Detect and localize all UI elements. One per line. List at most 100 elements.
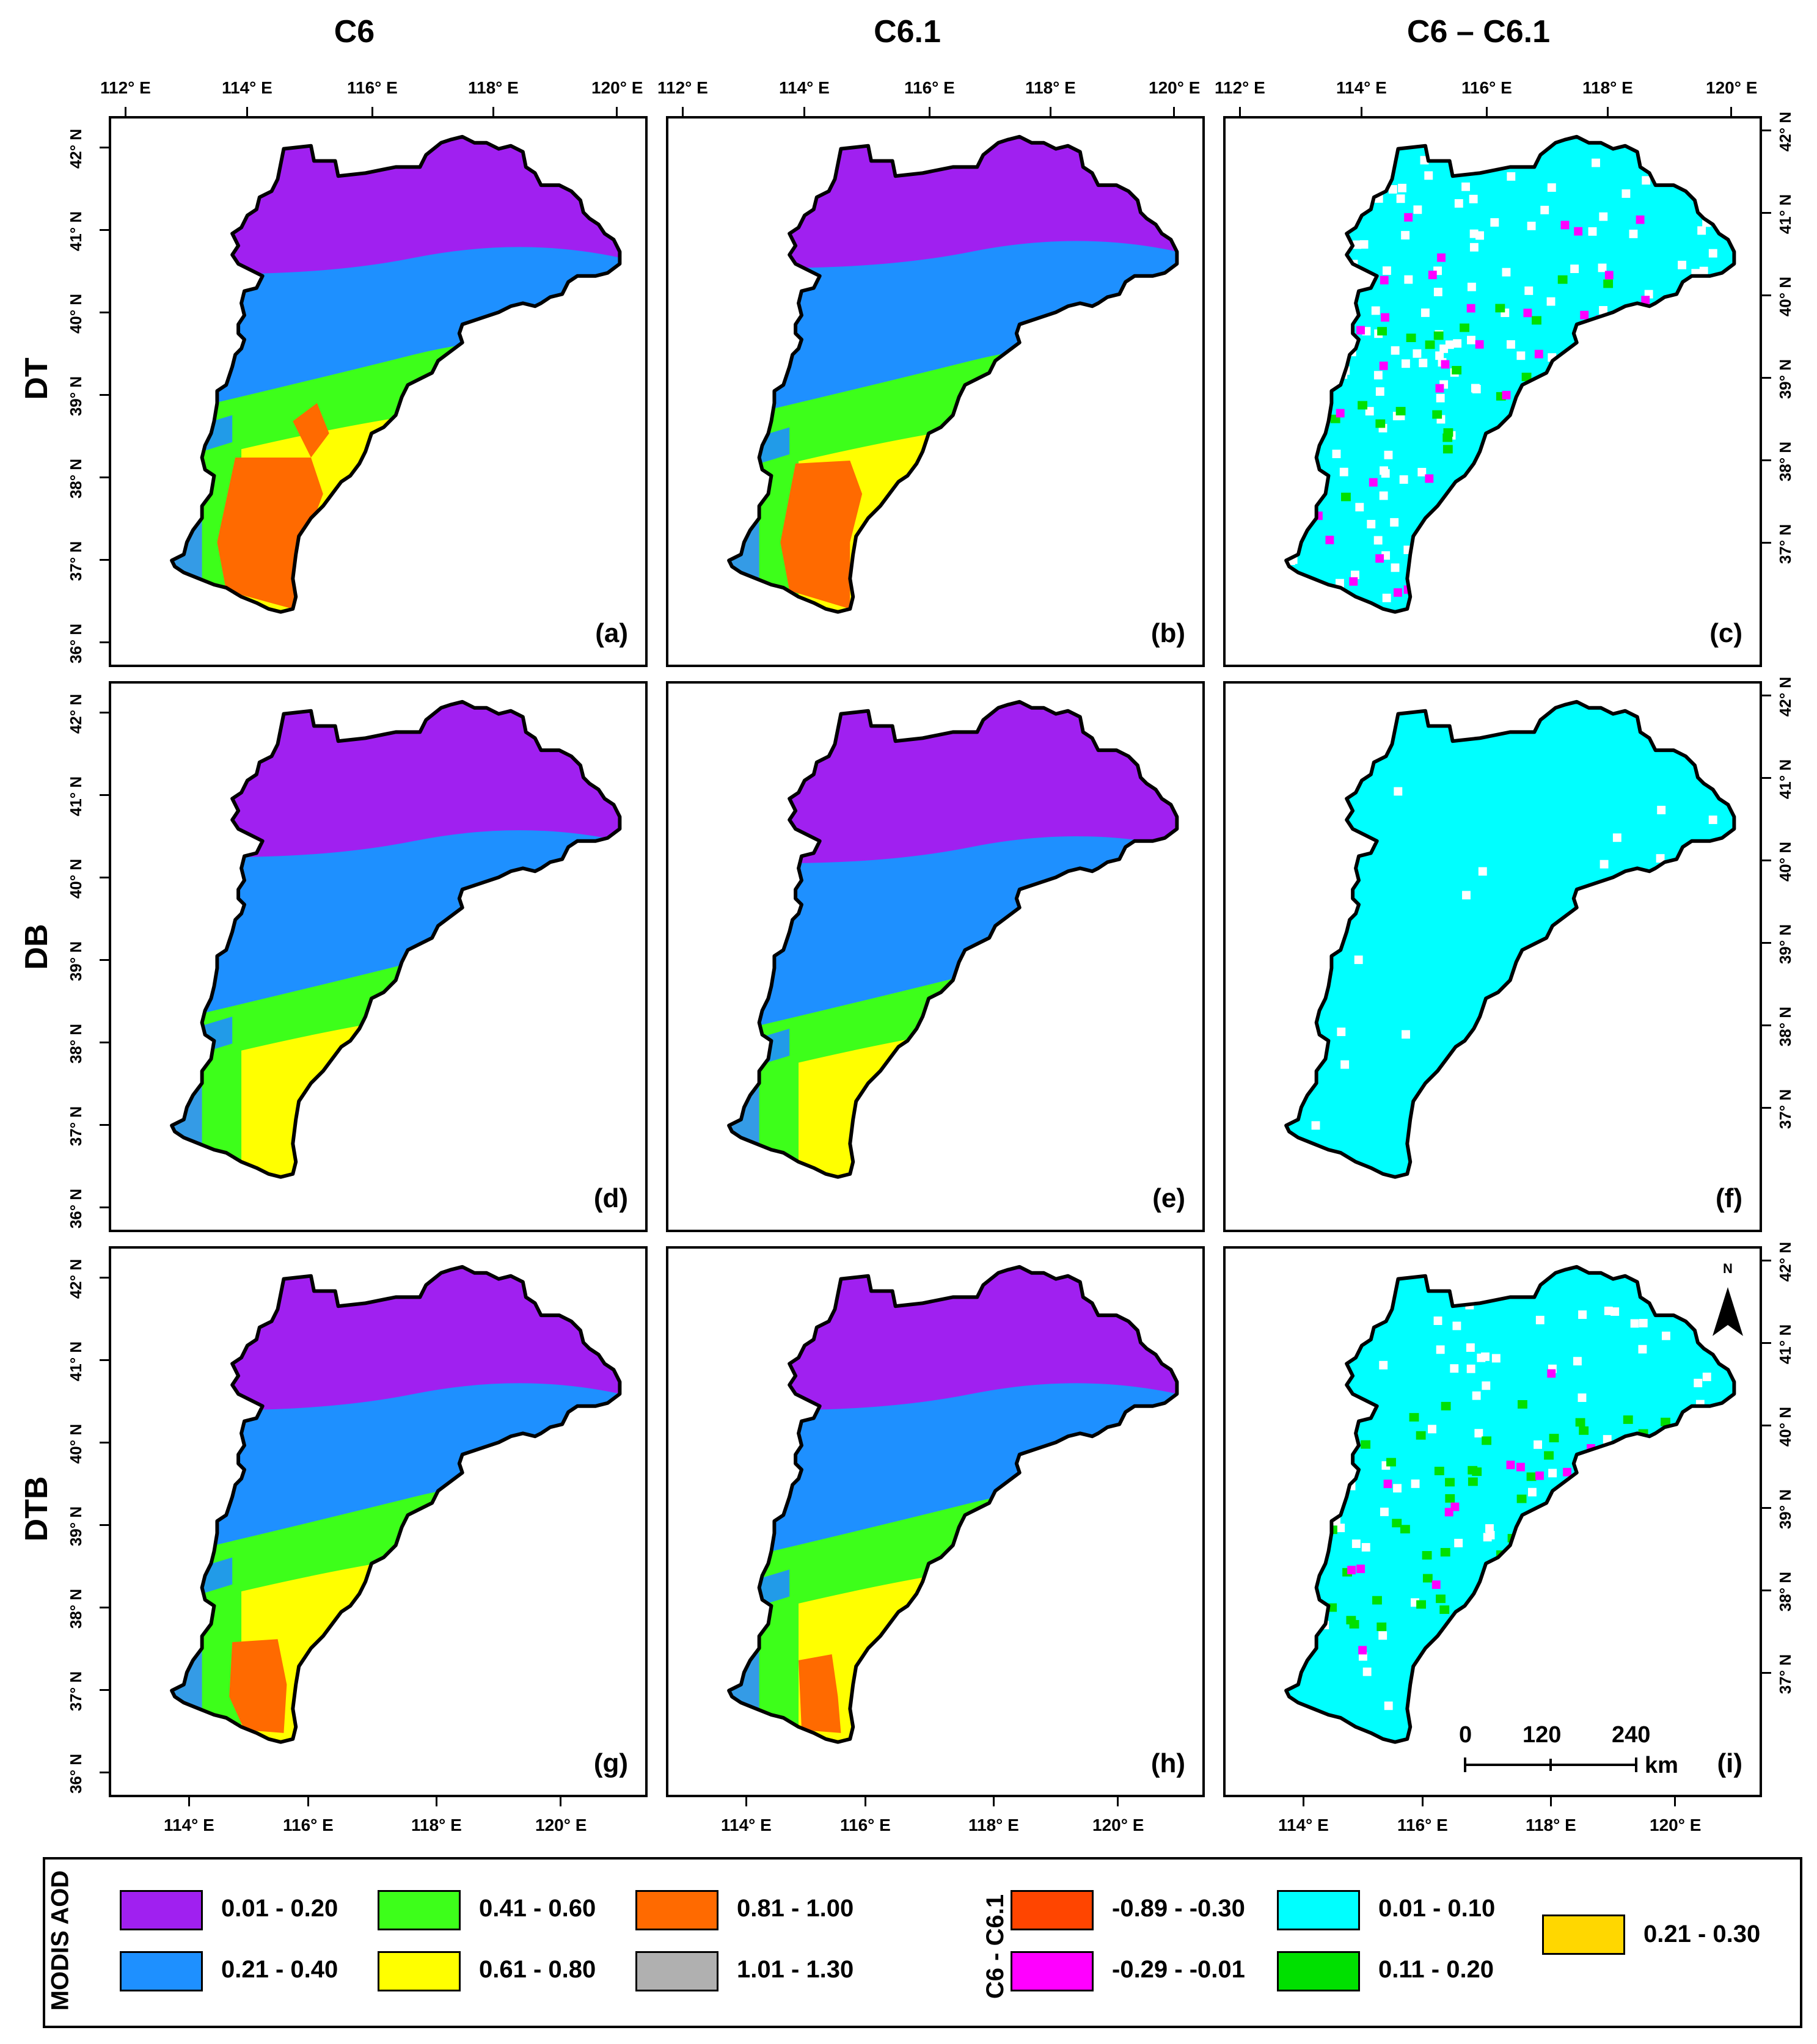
- nodata-pixel: [1592, 158, 1600, 167]
- diff-pixel-green: [1557, 275, 1568, 284]
- diff-pixel-green: [1432, 410, 1442, 419]
- diff-pixel-magenta: [1641, 296, 1650, 305]
- lon-tick-bottom-2-2: 118° E: [1526, 1816, 1576, 1834]
- diff-pixel-magenta: [1466, 304, 1475, 313]
- diff-pixel-magenta: [1560, 221, 1570, 230]
- nodata-pixel: [1641, 326, 1650, 335]
- lat-tick-left-1-4: 40° N: [67, 858, 86, 899]
- lat-tick-left-0-3: 39° N: [67, 376, 86, 417]
- nodata-pixel: [1332, 450, 1341, 459]
- legend-swatch-aod-2: [120, 1951, 203, 1991]
- aod-highest-zone: [1007, 393, 1023, 412]
- nodata-pixel: [1416, 532, 1425, 541]
- nodata-pixel: [1382, 266, 1391, 275]
- lon-tick-top-0-0: 112° E: [100, 78, 151, 97]
- nodata-pixel: [1445, 340, 1454, 349]
- lon-tickmark-top-2-4: [1730, 107, 1732, 116]
- diff-pixel-magenta: [1430, 573, 1439, 582]
- scale-label-120: 120: [1523, 1722, 1562, 1748]
- legend-swatch-diff-2: [1011, 1951, 1094, 1991]
- diff-pixel-green: [1629, 489, 1639, 498]
- nodata-pixel: [1598, 263, 1607, 272]
- nodata-pixel: [1606, 319, 1615, 328]
- diff-pixel-green: [1416, 1600, 1426, 1609]
- nodata-pixel: [1350, 750, 1359, 759]
- aod-high-zone: [799, 1654, 841, 1733]
- nodata-pixel: [1404, 275, 1413, 284]
- lat-tick-left-0-1: 37° N: [67, 541, 86, 582]
- nodata-pixel: [1340, 1060, 1350, 1069]
- nodata-pixel: [1467, 335, 1475, 345]
- nodata-pixel: [1599, 1087, 1609, 1097]
- nodata-pixel: [1436, 1345, 1445, 1354]
- nodata-pixel: [1375, 387, 1384, 396]
- diff-pixel-green: [1406, 334, 1416, 342]
- lat-tick-right-0-6: 42° N: [1776, 111, 1795, 152]
- lon-tick-top-1-3: 118° E: [1025, 78, 1076, 97]
- diff-pixel-magenta: [1413, 1709, 1422, 1718]
- lat-tick-left-1-0: 36° N: [67, 1188, 86, 1229]
- nodata-pixel: [1714, 976, 1724, 985]
- nodata-pixel: [1388, 184, 1397, 194]
- lon-tick-bottom-2-1: 116° E: [1397, 1816, 1448, 1834]
- region-outline: [1284, 134, 1736, 614]
- diff-pixel-magenta: [1523, 308, 1532, 318]
- nodata-pixel: [1535, 1315, 1545, 1324]
- lat-tickmark-right-2-6: [1762, 1260, 1771, 1261]
- nodata-pixel: [1474, 1429, 1483, 1438]
- lat-tickmark-right-2-5: [1762, 1342, 1771, 1344]
- diff-pixel-green: [1679, 1429, 1689, 1438]
- nodata-pixel: [1289, 159, 1298, 169]
- lat-tick-left-0-6: 42° N: [67, 128, 86, 169]
- nodata-pixel: [1683, 1502, 1692, 1511]
- lat-tickmark-left-0-4: [100, 312, 109, 313]
- nodata-pixel: [1527, 221, 1536, 230]
- nodata-pixel: [1684, 1638, 1693, 1648]
- nodata-pixel: [1315, 1164, 1324, 1173]
- legend-swatch-aod-1: [120, 1890, 203, 1930]
- lat-tick-right-2-4: 40° N: [1776, 1406, 1795, 1447]
- diff-pixel-green: [1358, 401, 1368, 410]
- lat-tickmark-right-1-4: [1762, 860, 1771, 861]
- nodata-pixel: [1337, 1027, 1346, 1037]
- lon-tickmark-bot-1-1: [865, 1797, 866, 1806]
- diff-pixel-green: [1425, 340, 1435, 349]
- diff-pixel-magenta: [1336, 409, 1345, 418]
- lat-tick-left-2-3: 39° N: [67, 1506, 86, 1547]
- legend-label-aod-6: 1.01 - 1.30: [737, 1956, 854, 1983]
- nodata-pixel: [1546, 297, 1556, 306]
- lat-tickmark-left-1-1: [100, 1124, 109, 1126]
- map-fill-4: [729, 701, 1177, 1177]
- nodata-pixel: [1379, 491, 1388, 500]
- nodata-pixel: [1502, 268, 1511, 277]
- nodata-pixel: [1298, 589, 1307, 597]
- nodata-pixel: [1469, 243, 1479, 252]
- diff-pixel-green: [1532, 316, 1541, 325]
- diff-pixel-green: [1422, 1551, 1432, 1560]
- diff-pixel-green: [1468, 1477, 1478, 1486]
- diff-pixel-magenta: [1540, 1705, 1549, 1714]
- diff-pixel-magenta: [1582, 336, 1591, 345]
- nodata-pixel: [1621, 189, 1631, 198]
- nodata-pixel: [1391, 346, 1400, 355]
- lat-tick-left-2-4: 40° N: [67, 1423, 86, 1464]
- diff-pixel-magenta: [1444, 1508, 1453, 1517]
- nodata-pixel: [1454, 487, 1463, 497]
- lon-tick-top-0-2: 116° E: [347, 78, 398, 97]
- lon-tickmark-bot-2-3: [1674, 1797, 1676, 1806]
- diff-pixel-green: [1434, 1467, 1444, 1475]
- map-e: [727, 699, 1179, 1179]
- nodata-pixel: [1359, 240, 1369, 249]
- diff-pixel-magenta: [1604, 271, 1614, 280]
- nodata-pixel: [1295, 228, 1304, 238]
- lon-tickmark-top-0-1: [246, 107, 248, 116]
- diff-pixel-magenta: [1600, 495, 1609, 505]
- lat-tick-left-2-5: 41° N: [67, 1341, 86, 1382]
- diff-pixel-magenta: [1647, 1528, 1656, 1537]
- panel-label-a: (a): [595, 618, 628, 648]
- lon-tick-bottom-1-1: 116° E: [840, 1816, 891, 1834]
- map-f: [1284, 699, 1736, 1179]
- diff-pixel-green: [1541, 1599, 1551, 1608]
- nodata-pixel: [1353, 240, 1362, 249]
- lat-tickmark-left-1-4: [100, 877, 109, 878]
